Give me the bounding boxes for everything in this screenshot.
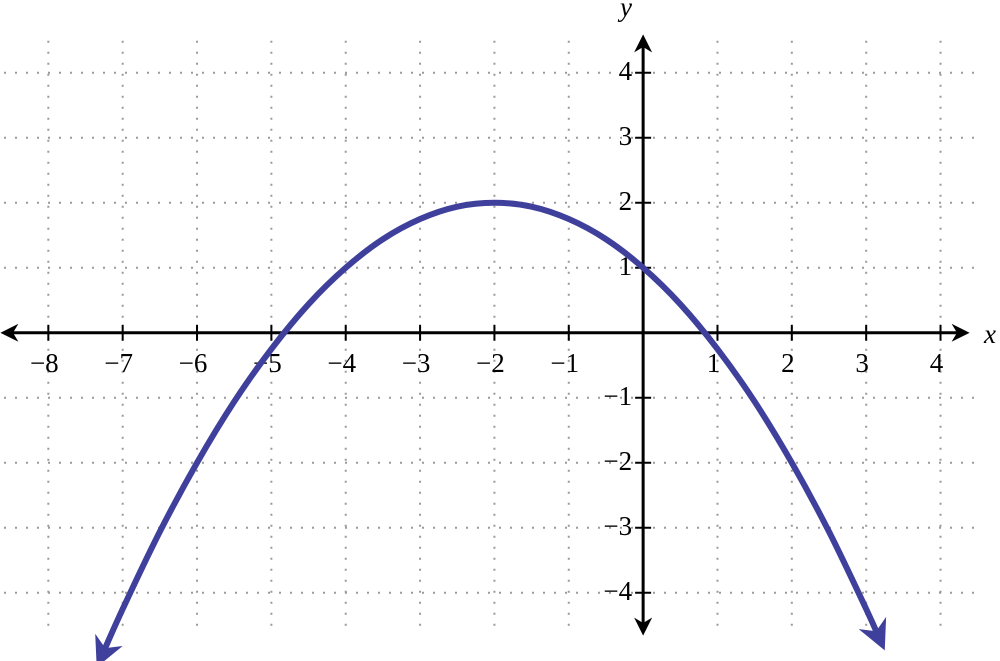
y-axis-label: y [617,0,632,22]
y-tick-label: −3 [603,511,632,541]
x-tick-label: −3 [402,348,431,378]
y-tick-label: 3 [619,121,633,151]
x-tick-label: 3 [855,348,869,378]
x-tick-label: 2 [781,348,795,378]
x-tick-label: 1 [707,348,721,378]
y-tick-label: 4 [619,56,633,86]
x-tick-label: −1 [550,348,579,378]
x-tick-label: −8 [30,348,59,378]
y-tick-label: 2 [619,186,633,216]
plot [95,199,887,661]
y-tick-label: −1 [603,381,632,411]
x-tick-label: −7 [104,348,133,378]
x-tick-label: −2 [476,348,505,378]
y-tick-label: −2 [603,446,632,476]
x-tick-label: 4 [930,348,944,378]
x-tick-label: −6 [179,348,208,378]
curve [95,199,887,661]
x-axis-label: x [983,319,996,349]
y-tick-label: −4 [603,576,632,606]
x-tick-label: −4 [327,348,356,378]
